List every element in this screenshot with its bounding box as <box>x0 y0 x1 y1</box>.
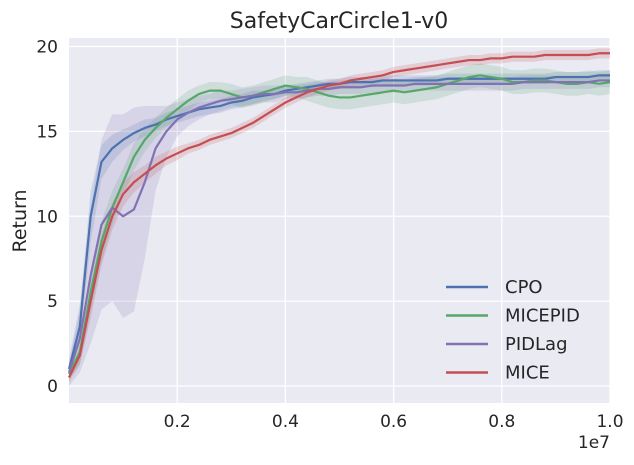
legend-label-cpo: CPO <box>505 277 543 298</box>
y-tick-label: 5 <box>47 292 58 312</box>
legend-label-mice: MICE <box>505 363 550 384</box>
x-tick-label: 1.0 <box>596 412 623 432</box>
legend: CPO MICEPID PIDLag MICE <box>446 277 580 384</box>
y-tick-label: 15 <box>36 122 58 142</box>
series-lines <box>67 52 611 379</box>
x-tick-label: 0.4 <box>272 412 299 432</box>
y-axis-ticks: 0 5 10 15 20 <box>36 37 58 397</box>
legend-label-pidlag: PIDLag <box>505 334 568 355</box>
x-tick-label: 0.6 <box>380 412 407 432</box>
y-tick-label: 20 <box>36 37 58 57</box>
legend-label-micepid: MICEPID <box>505 306 580 327</box>
line-pidlag <box>67 79 610 373</box>
x-tick-label: 0.8 <box>488 412 515 432</box>
x-axis-ticks: 0.2 0.4 0.6 0.8 1.0 <box>164 412 624 432</box>
grid <box>69 38 611 403</box>
y-axis-label: Return <box>9 189 31 252</box>
x-tick-label: 0.2 <box>164 412 191 432</box>
y-tick-label: 10 <box>36 207 58 227</box>
chart-title: SafetyCarCircle1-v0 <box>230 9 448 34</box>
line-mice <box>68 52 610 379</box>
y-tick-label: 0 <box>47 377 58 397</box>
plot-area <box>69 38 610 403</box>
x-axis-multiplier: 1e7 <box>578 433 610 453</box>
